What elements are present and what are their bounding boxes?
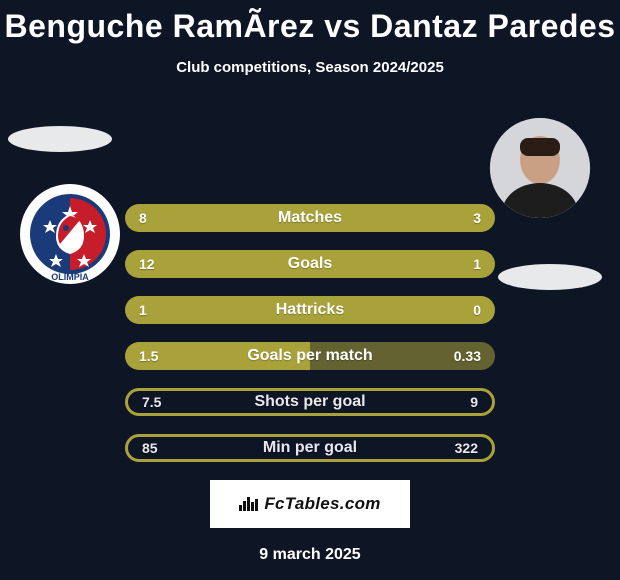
stat-left-value: 7.5	[142, 394, 161, 410]
stat-label: Hattricks	[276, 301, 344, 319]
stat-bar: 1 Hattricks 0	[125, 296, 495, 324]
stat-label: Goals per match	[247, 347, 372, 365]
olimpia-logo-icon: OLIMPIA	[20, 184, 120, 284]
stat-right-value: 322	[455, 440, 478, 456]
stat-label: Goals	[288, 255, 332, 273]
stat-bar: 1.5 Goals per match 0.33	[125, 342, 495, 370]
stat-bars: 8 Matches 3 12 Goals 1 1 Hattricks 0 1.5 Goals per…	[125, 204, 495, 462]
left-ellipse	[8, 126, 112, 152]
stat-bar: 7.5 Shots per goal 9	[125, 388, 495, 416]
left-club-badge: OLIMPIA	[20, 184, 120, 284]
stat-label: Shots per goal	[254, 393, 365, 411]
stat-right-value: 0.33	[454, 348, 481, 364]
stat-right-value: 3	[473, 210, 481, 226]
stat-bar: 12 Goals 1	[125, 250, 495, 278]
date-label: 9 march 2025	[0, 546, 620, 564]
avatar-placeholder-icon	[490, 118, 590, 218]
right-ellipse	[498, 264, 602, 290]
logo-text: FcTables.com	[264, 494, 380, 514]
logo-bars-icon	[239, 497, 258, 511]
stat-left-value: 1	[139, 302, 147, 318]
right-player-avatar	[490, 118, 590, 218]
stat-left-value: 85	[142, 440, 158, 456]
stat-left-value: 12	[139, 256, 155, 272]
stat-bar: 8 Matches 3	[125, 204, 495, 232]
stat-label: Min per goal	[263, 439, 357, 457]
stat-right-value: 9	[470, 394, 478, 410]
stat-right-value: 0	[473, 302, 481, 318]
stat-bar: 85 Min per goal 322	[125, 434, 495, 462]
svg-text:OLIMPIA: OLIMPIA	[51, 272, 89, 282]
page-title: Benguche RamÃ­rez vs Dantaz Paredes	[0, 0, 620, 45]
comparison-content: OLIMPIA 8 Matches 3 12 Goals 1 1 Hattricks 0 1.5 G…	[0, 104, 620, 564]
stat-left-value: 8	[139, 210, 147, 226]
stat-left-value: 1.5	[139, 348, 158, 364]
stat-label: Matches	[278, 209, 342, 227]
fctables-logo: FcTables.com	[210, 480, 410, 528]
subtitle: Club competitions, Season 2024/2025	[0, 59, 620, 76]
stat-right-value: 1	[473, 256, 481, 272]
